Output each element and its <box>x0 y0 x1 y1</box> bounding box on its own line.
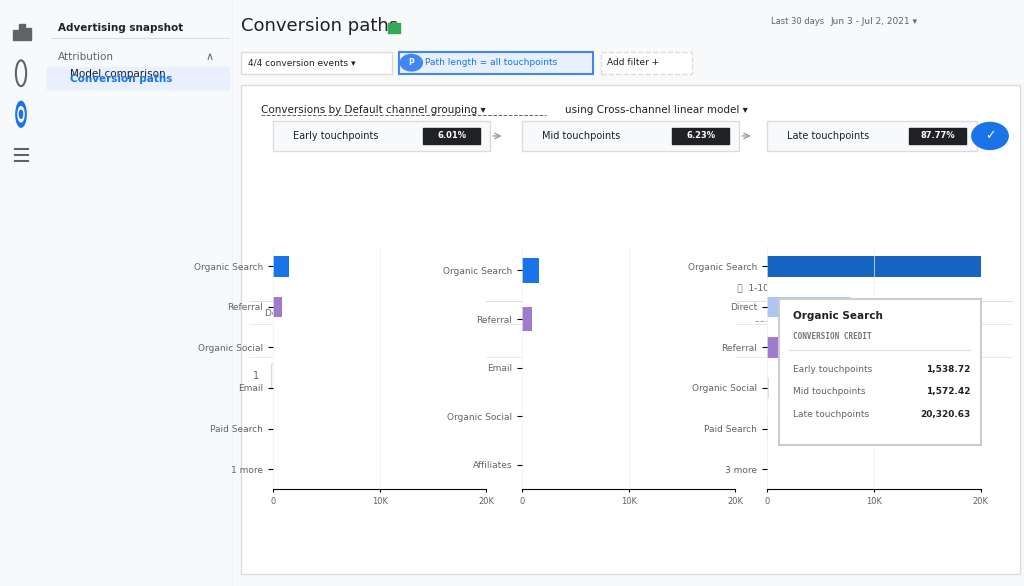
Text: P: P <box>409 58 415 67</box>
Circle shape <box>18 107 24 122</box>
Text: 1: 1 <box>253 371 259 381</box>
Text: Touchpoints to: Touchpoints to <box>877 305 942 314</box>
Text: CONVERSION CREDIT: CONVERSION CREDIT <box>793 332 871 342</box>
Bar <box>522 307 531 331</box>
Text: 1,538.72: 1,538.72 <box>926 364 971 374</box>
Text: 1: 1 <box>906 371 912 381</box>
Text: Avg 0%: Avg 0% <box>783 339 814 349</box>
Bar <box>273 121 490 151</box>
Text: conversion: conversion <box>885 313 934 322</box>
Text: Early touchpoints: Early touchpoints <box>293 131 378 141</box>
Text: Days to: Days to <box>781 305 816 314</box>
Text: Conversions by Default channel grouping ▾: Conversions by Default channel grouping … <box>261 105 486 115</box>
Text: 100%: 100% <box>389 372 413 381</box>
Text: Late touchpoints: Late touchpoints <box>793 410 869 419</box>
Text: 6.01%: 6.01% <box>437 131 466 141</box>
Text: Organic Search: Organic Search <box>285 372 354 381</box>
Text: Attribution: Attribution <box>58 52 115 62</box>
Bar <box>767 338 790 357</box>
Circle shape <box>972 122 1009 149</box>
Text: 20,320.63: 20,320.63 <box>921 410 971 419</box>
Text: conversion: conversion <box>774 313 823 322</box>
Text: Mid touchpoints: Mid touchpoints <box>542 131 620 141</box>
Text: Default channel grouping: Default channel grouping <box>265 309 381 318</box>
Bar <box>399 52 593 74</box>
Text: 2.67: 2.67 <box>785 330 812 340</box>
Text: $159,875.97: $159,875.97 <box>651 330 725 340</box>
Bar <box>909 128 967 144</box>
Bar <box>522 258 539 282</box>
Bar <box>423 128 480 144</box>
Text: Conversion paths: Conversion paths <box>242 18 398 35</box>
Text: Avg 0%: Avg 0% <box>894 339 925 349</box>
Text: 100% of total: 100% of total <box>538 339 594 349</box>
Text: 4/4 conversion events ▾: 4/4 conversion events ▾ <box>248 58 355 67</box>
Text: 6.23%: 6.23% <box>686 131 715 141</box>
Bar <box>767 121 977 151</box>
Bar <box>242 85 1020 574</box>
Text: Organic Search: Organic Search <box>793 311 883 322</box>
Bar <box>601 52 692 74</box>
Text: using Cross-channel linear model ▾: using Cross-channel linear model ▾ <box>565 105 749 115</box>
Text: 1,572.42: 1,572.42 <box>926 387 971 396</box>
Bar <box>273 297 282 317</box>
Circle shape <box>16 101 27 127</box>
Text: Advertising snapshot: Advertising snapshot <box>58 22 183 33</box>
Bar <box>388 23 400 33</box>
Text: Mid touchpoints: Mid touchpoints <box>793 387 865 396</box>
Text: ↓ Conversions: ↓ Conversions <box>532 309 598 318</box>
Text: Path length = all touchpoints: Path length = all touchpoints <box>425 58 557 67</box>
Text: ∧: ∧ <box>206 52 214 62</box>
Text: Early touchpoints: Early touchpoints <box>793 364 872 374</box>
Bar <box>767 256 984 277</box>
Text: Jun 3 - Jul 2, 2021 ▾: Jun 3 - Jul 2, 2021 ▾ <box>830 17 918 26</box>
Bar <box>522 121 739 151</box>
Text: 1.84: 1.84 <box>896 330 923 340</box>
Bar <box>672 128 729 144</box>
Bar <box>767 378 769 398</box>
Text: Purchase: Purchase <box>668 305 709 314</box>
Text: Rows per page:  10 ▾    Go to:  1    〈  1-10 of 232  〉: Rows per page: 10 ▾ Go to: 1 〈 1-10 of 2… <box>582 284 812 293</box>
Text: ✓: ✓ <box>985 129 995 142</box>
Circle shape <box>19 110 23 118</box>
Text: 87.77%: 87.77% <box>921 131 955 141</box>
Bar <box>378 369 424 384</box>
Bar <box>47 67 228 89</box>
Bar <box>767 418 768 439</box>
Text: revenue: revenue <box>670 313 707 322</box>
Circle shape <box>400 54 423 71</box>
Text: 49,218: 49,218 <box>546 330 586 340</box>
Bar <box>19 24 25 40</box>
Bar <box>271 364 441 388</box>
Text: 100% of total: 100% of total <box>659 339 716 349</box>
Bar <box>242 52 391 74</box>
Bar <box>767 297 850 317</box>
Text: Add filter +: Add filter + <box>607 58 659 67</box>
Text: Late touchpoints: Late touchpoints <box>786 131 869 141</box>
Bar <box>13 30 18 40</box>
Text: 18,796: 18,796 <box>549 371 583 381</box>
Text: 0.11: 0.11 <box>788 371 809 381</box>
Text: Conversion paths: Conversion paths <box>70 73 172 84</box>
Bar <box>273 256 290 277</box>
Bar <box>26 28 31 40</box>
Text: Model comparison: Model comparison <box>70 69 166 80</box>
Text: Last 30 days: Last 30 days <box>771 17 824 26</box>
Text: $8,665.90: $8,665.90 <box>664 371 713 381</box>
